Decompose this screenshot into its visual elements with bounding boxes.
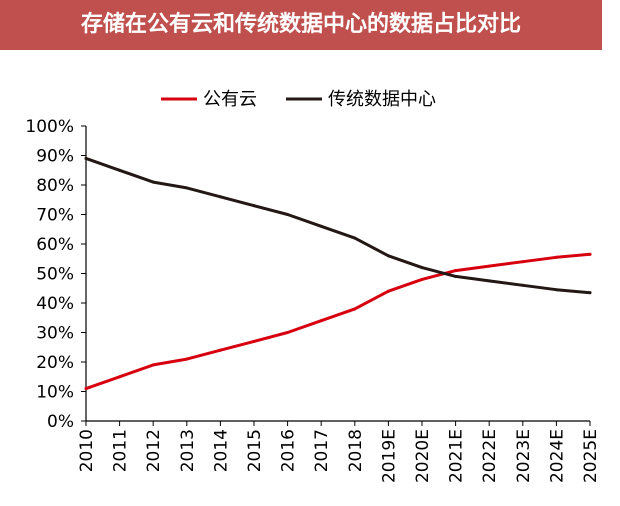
series-lines (84, 156, 592, 391)
data-point (454, 269, 458, 273)
data-point (521, 283, 525, 287)
y-tick-label: 60% (36, 235, 74, 255)
data-point (185, 186, 189, 190)
data-point (84, 156, 88, 160)
x-tick-label: 2025E (581, 429, 601, 483)
data-point (521, 260, 525, 264)
data-point (151, 363, 155, 367)
x-tick-label: 2011 (111, 429, 131, 472)
data-point (353, 307, 357, 311)
data-point (118, 375, 122, 379)
y-tick-label: 10% (36, 383, 74, 403)
x-tick-label: 2010 (77, 429, 97, 472)
data-point (554, 255, 558, 259)
data-point (252, 339, 256, 343)
y-tick-label: 30% (36, 324, 74, 344)
data-point (454, 274, 458, 278)
data-point (185, 357, 189, 361)
data-point (386, 289, 390, 293)
y-tick-label: 100% (25, 117, 74, 137)
data-point (487, 264, 491, 268)
legend: 公有云 传统数据中心 (161, 89, 436, 110)
data-point (588, 291, 592, 295)
data-point (286, 213, 290, 216)
x-tick-label: 2017 (312, 429, 332, 472)
data-point (118, 168, 122, 172)
data-point (588, 252, 592, 256)
x-tick-label: 2019E (379, 429, 399, 483)
data-point (554, 288, 558, 292)
x-tick-label: 2015 (245, 429, 265, 472)
data-point (218, 195, 222, 199)
series-line-0 (84, 252, 592, 391)
title-bar (0, 0, 602, 50)
axes: 0% 10% 20% 30% 40% 50% 60% 70% 80% 90% 100% 2010 201… (25, 117, 601, 483)
x-tick-label: 2023E (514, 429, 534, 483)
x-tick-label: 2016 (279, 429, 299, 472)
data-point (84, 387, 88, 391)
x-tick-label: 2021E (447, 429, 467, 483)
data-point (151, 180, 155, 184)
x-tick-label: 2014 (211, 429, 231, 472)
x-tick-label: 2024E (547, 429, 567, 483)
legend-label: 公有云 (203, 89, 257, 110)
y-tick-label: 80% (36, 176, 74, 196)
x-tick-label: 2022E (480, 429, 500, 483)
x-tick-label: 2018 (346, 429, 366, 472)
y-tick-label: 70% (36, 206, 74, 226)
data-point (420, 266, 424, 270)
legend-label: 传统数据中心 (328, 89, 436, 110)
y-tick-label: 90% (36, 147, 74, 167)
y-tick-label: 50% (36, 265, 74, 285)
data-point (252, 204, 256, 208)
data-point (218, 348, 222, 352)
chart-title: 存储在公有云和传统数据中心的数据占比对比 (80, 12, 521, 37)
data-point (319, 224, 323, 228)
x-tick-label: 2013 (178, 429, 198, 472)
data-point (319, 319, 323, 323)
y-tick-label: 20% (36, 353, 74, 373)
data-point (286, 331, 290, 334)
data-point (386, 254, 390, 258)
y-tick-label: 40% (36, 294, 74, 314)
data-point (353, 236, 357, 240)
y-tick-label: 0% (47, 412, 74, 432)
x-tick-label: 2020E (413, 429, 433, 483)
x-tick-label: 2012 (144, 429, 164, 472)
series-line-1 (84, 156, 592, 295)
data-point (420, 277, 424, 281)
data-point (487, 279, 491, 283)
